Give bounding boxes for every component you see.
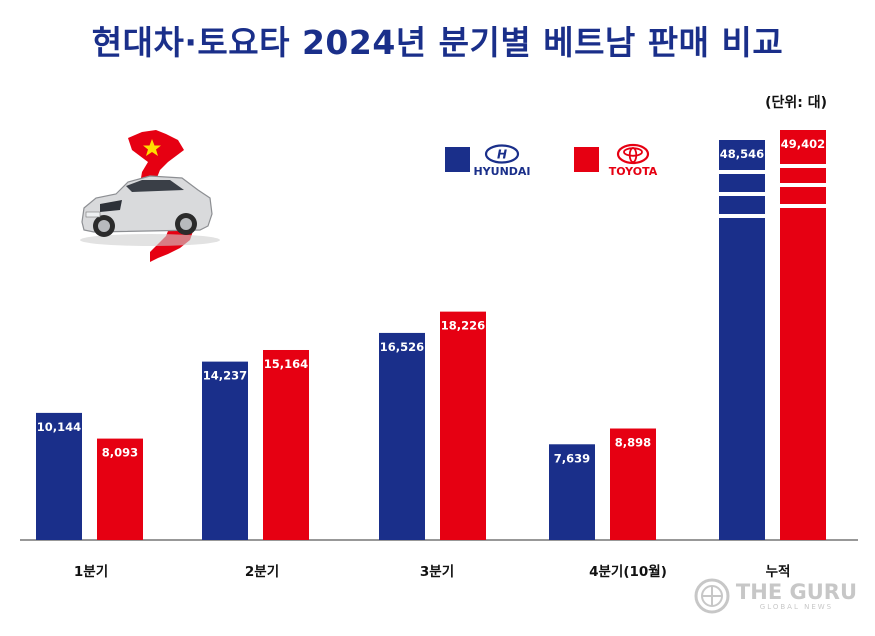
toyota-logo-icon <box>616 143 650 165</box>
bar-value-label: 8,093 <box>102 446 138 460</box>
watermark-text: THE GURU <box>735 579 857 604</box>
legend-swatch-hyundai <box>445 147 470 172</box>
category-label: 누적 <box>766 563 791 580</box>
bars-group <box>36 130 827 540</box>
axis-break-mark-1-0 <box>779 164 827 168</box>
bar-toyota-1 <box>263 349 309 540</box>
bar-value-label: 7,639 <box>554 451 590 465</box>
bar-value-label: 10,144 <box>37 420 81 434</box>
category-label: 1분기 <box>74 564 108 580</box>
category-label: 4분기(10월) <box>589 563 667 580</box>
legend-label-toyota: TOYOTA <box>609 165 658 178</box>
bar-hyundai-4 <box>719 140 765 540</box>
unit-label: (단위: 대) <box>765 95 827 111</box>
axis-break-mark-1-1 <box>779 183 827 187</box>
bar-toyota-0 <box>97 438 143 540</box>
legend: H HYUNDAI TOYOTA <box>445 143 658 178</box>
axis-break-mark-0-2 <box>718 214 766 218</box>
bar-value-label: 8,898 <box>615 436 651 450</box>
legend-swatch-toyota <box>574 147 599 172</box>
bar-toyota-3 <box>610 428 656 540</box>
category-label: 3분기 <box>420 564 454 580</box>
hyundai-logo-icon: H <box>484 144 520 164</box>
axis-break-mark-0-0 <box>718 170 766 174</box>
category-label: 2분기 <box>245 564 279 580</box>
bar-labels-group: 10,144 8,093 14,237 15,164 16,526 18,226 7,639… <box>37 137 825 465</box>
bar-value-label: 16,526 <box>380 340 424 354</box>
car-icon <box>80 175 220 246</box>
globe-icon <box>694 578 730 614</box>
bar-hyundai-3 <box>549 444 595 540</box>
category-labels-group: 1분기 2분기 3분기 4분기(10월) 누적 <box>74 563 791 580</box>
bar-value-label: 15,164 <box>264 357 308 371</box>
watermark-subtext: GLOBAL NEWS <box>759 602 834 611</box>
star-icon <box>143 139 161 156</box>
axis-break-mark-1-2 <box>779 204 827 208</box>
vietnam-car-illustration <box>80 130 220 262</box>
bar-value-label: 18,226 <box>441 319 485 333</box>
bar-value-label: 14,237 <box>203 369 247 383</box>
bar-hyundai-0 <box>36 412 82 540</box>
axis-break-mark-0-1 <box>718 192 766 196</box>
bar-toyota-2 <box>440 311 486 540</box>
chart-title: 현대차·토요타 2024년 분기별 베트남 판매 비교 <box>91 23 784 62</box>
bar-hyundai-2 <box>379 332 425 540</box>
legend-label-hyundai: HYUNDAI <box>473 165 530 178</box>
bar-hyundai-1 <box>202 361 248 540</box>
svg-text:H: H <box>497 148 507 162</box>
bar-value-label: 49,402 <box>781 137 825 151</box>
watermark: THE GURU GLOBAL NEWS <box>694 578 857 614</box>
bar-toyota-4 <box>780 130 826 540</box>
bar-value-label: 48,546 <box>720 147 764 161</box>
